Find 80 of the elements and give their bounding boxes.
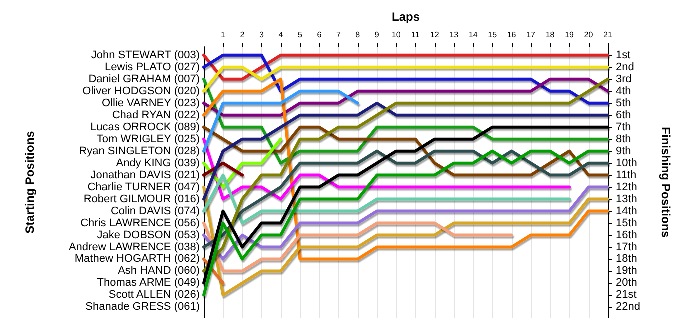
x-tick-label: 21 xyxy=(604,30,613,40)
series-label: Daniel GRAHAM (007) xyxy=(88,73,200,86)
x-tick-label: 11 xyxy=(411,30,420,40)
x-tick-label: 18 xyxy=(546,30,556,40)
x-tick-label: 1 xyxy=(221,30,226,40)
text: Starting Positions xyxy=(23,130,37,234)
x-tick-label: 3 xyxy=(259,30,264,40)
line-series xyxy=(202,102,610,201)
series-label: Colin DAVIS (074) xyxy=(110,205,200,218)
line-series xyxy=(202,78,610,117)
series-label: Ash HAND (060) xyxy=(118,265,200,278)
series-label: Charlie TURNER (047) xyxy=(88,181,200,194)
y2-tick-label: 9th xyxy=(616,145,632,158)
y2-tick-label: 15th xyxy=(616,217,638,230)
y2-tick-label: 1st xyxy=(616,49,631,62)
y2-tick-label: 2nd xyxy=(616,61,634,74)
y2-tick-label: 20th xyxy=(616,277,638,290)
y2-tick-label: 12th xyxy=(616,181,638,194)
series-label: Ryan SINGLETON (028) xyxy=(79,145,200,158)
y2-tick-label: 3rd xyxy=(616,73,632,86)
line-series xyxy=(202,138,572,201)
line-series xyxy=(202,186,610,297)
series-label: Ollie VARNEY (023) xyxy=(102,97,200,110)
y2-tick-label: 14th xyxy=(616,205,638,218)
series-label: Thomas ARME (049) xyxy=(97,277,200,290)
x-tick-label: 6 xyxy=(317,30,322,40)
x-tick-label: 9 xyxy=(374,30,380,40)
series-label: Jonathan DAVIS (021) xyxy=(90,169,200,182)
y2-tick-label: 6th xyxy=(616,109,632,122)
y2-tick-label: 7th xyxy=(616,121,632,134)
y2-tick-label: 5th xyxy=(616,97,632,110)
x-tick-label: 7 xyxy=(336,30,342,40)
series-label: Tom WRIGLEY (025) xyxy=(96,133,200,146)
x-tick-label: 14 xyxy=(468,30,478,40)
y2-tick-label: 16th xyxy=(616,229,638,242)
line-series xyxy=(202,186,610,261)
series-label: Andrew LAWRENCE (038) xyxy=(68,241,200,254)
series-label: Robert GILMOUR (016) xyxy=(84,193,200,206)
line-series xyxy=(202,150,610,249)
series-label: Chad RYAN (022) xyxy=(112,109,200,122)
y2-tick-label: 11th xyxy=(616,169,637,182)
y2-tick-label: 18th xyxy=(616,253,638,266)
series-label: Lewis PLATO (027) xyxy=(105,61,200,74)
x-tick-label: 12 xyxy=(430,30,440,40)
y2-tick-label: 22nd xyxy=(616,301,640,314)
y2-tick-label: 17th xyxy=(616,241,638,254)
series-label: John STEWART (003) xyxy=(91,49,200,62)
series-label: Lucas ORROCK (089) xyxy=(90,121,200,134)
x-tick-label: 17 xyxy=(526,30,536,40)
series-label: Mathew HOGARTH (062) xyxy=(74,253,200,266)
y2-tick-label: 8th xyxy=(616,133,632,146)
line-series xyxy=(202,222,514,273)
x-tick-label: 4 xyxy=(278,30,284,40)
line-series xyxy=(202,150,610,297)
x-tick-label: 13 xyxy=(450,30,460,40)
series-label: Chris LAWRENCE (056) xyxy=(80,217,200,230)
x-tick-label: 19 xyxy=(565,30,575,40)
line-series xyxy=(202,54,610,105)
y2-tick-label: 13th xyxy=(616,193,638,206)
line-series xyxy=(202,78,610,165)
x-tick-label: 5 xyxy=(298,30,303,40)
line-series xyxy=(202,126,610,177)
x-tick-label: 20 xyxy=(584,30,594,40)
y2-tick-label: 4th xyxy=(616,85,632,98)
x-tick-label: 8 xyxy=(356,30,361,40)
line-series xyxy=(202,174,572,225)
y2-tick-label: 19th xyxy=(616,265,638,278)
y2-tick-label: 21st xyxy=(616,289,637,302)
x-tick-label: 16 xyxy=(507,30,517,40)
x-axis-title: Laps xyxy=(392,10,420,24)
x-tick-label: 2 xyxy=(240,30,246,40)
x-tick-label: 10 xyxy=(392,30,402,40)
series-label: Oliver HODGSON (020) xyxy=(82,85,200,98)
text: Shanade GRESS (061) xyxy=(86,301,200,314)
y2-axis-title: Finishing Positions xyxy=(659,127,673,238)
x-tick-label: 15 xyxy=(488,30,498,40)
series-label: Scott ALLEN (026) xyxy=(108,289,200,302)
y2-tick-label: 10th xyxy=(616,157,638,170)
series-label: Andy KING (039) xyxy=(116,157,200,170)
series-label: Jake DOBSON (053) xyxy=(97,229,200,242)
